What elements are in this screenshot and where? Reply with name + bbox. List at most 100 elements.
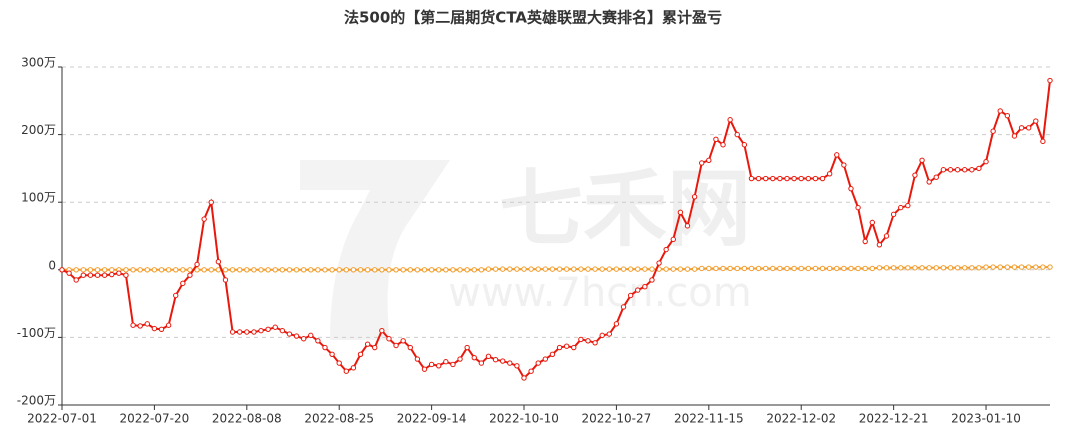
- data-point: [663, 266, 669, 272]
- data-point: [578, 336, 584, 343]
- data-point: [450, 361, 456, 368]
- data-point: [315, 338, 321, 344]
- data-point: [308, 267, 314, 273]
- data-point: [1033, 264, 1039, 270]
- data-point: [293, 267, 300, 273]
- data-point: [1025, 125, 1032, 131]
- data-point: [521, 266, 527, 272]
- data-point: [485, 266, 492, 272]
- data-point: [130, 322, 136, 328]
- data-point: [876, 242, 883, 248]
- data-point: [478, 360, 485, 366]
- data-point: [158, 267, 165, 273]
- data-point: [87, 272, 94, 278]
- data-point: [677, 266, 684, 272]
- x-tick-label: 2022-12-21: [859, 412, 929, 426]
- data-point: [116, 270, 122, 276]
- data-point: [372, 344, 378, 351]
- data-point: [1040, 264, 1046, 270]
- data-point: [898, 265, 904, 271]
- data-point: [130, 267, 136, 273]
- data-point: [258, 267, 264, 273]
- data-point: [940, 265, 947, 271]
- data-point: [329, 351, 335, 357]
- data-point: [357, 351, 364, 357]
- x-tick-label: 2022-12-02: [766, 412, 836, 426]
- data-point: [400, 267, 406, 273]
- data-point: [770, 265, 776, 272]
- data-point: [606, 331, 613, 337]
- data-point: [73, 267, 79, 273]
- data-point: [770, 175, 776, 182]
- data-point: [656, 260, 662, 266]
- data-point: [713, 265, 719, 272]
- data-point: [798, 265, 804, 272]
- data-point: [777, 175, 783, 182]
- data-point: [379, 327, 385, 334]
- data-point: [691, 266, 698, 272]
- data-point: [379, 267, 385, 273]
- data-point: [741, 265, 748, 272]
- y-tick-label: 300万: [21, 56, 56, 70]
- data-point: [798, 175, 804, 182]
- data-point: [322, 267, 328, 273]
- data-point: [436, 363, 442, 369]
- data-point: [464, 344, 470, 351]
- data-point: [414, 267, 421, 273]
- data-point: [819, 175, 826, 182]
- data-point: [109, 267, 115, 273]
- data-point: [741, 142, 748, 148]
- data-point: [165, 267, 172, 273]
- data-point: [1040, 138, 1046, 145]
- data-point: [251, 329, 257, 335]
- data-point: [101, 267, 108, 273]
- data-point: [329, 267, 335, 273]
- data-point: [706, 157, 712, 163]
- data-point: [876, 265, 883, 271]
- data-point: [485, 353, 492, 360]
- data-point: [635, 266, 641, 272]
- data-point: [272, 267, 278, 273]
- data-point: [841, 265, 847, 272]
- data-point: [528, 266, 534, 272]
- data-point: [272, 324, 278, 330]
- data-point: [898, 204, 904, 211]
- data-point: [528, 368, 534, 374]
- x-tick-label: 2022-09-14: [397, 412, 467, 426]
- data-point: [606, 266, 613, 272]
- data-point: [734, 131, 740, 138]
- data-point: [869, 265, 876, 272]
- chart-title: 法500的【第二届期货CTA英雄联盟大赛排名】累计盈亏: [344, 9, 722, 27]
- data-point: [613, 321, 620, 327]
- data-point: [670, 236, 676, 243]
- data-point: [848, 265, 854, 272]
- data-point: [670, 266, 676, 272]
- data-point: [976, 165, 982, 172]
- data-point: [236, 329, 243, 335]
- data-point: [265, 267, 271, 273]
- data-point: [1033, 118, 1039, 124]
- data-point: [450, 267, 456, 273]
- data-point: [684, 223, 691, 229]
- data-point: [841, 162, 847, 168]
- data-point: [478, 267, 485, 273]
- data-point: [336, 267, 342, 273]
- data-point: [912, 265, 918, 271]
- data-point: [755, 265, 762, 272]
- data-point: [826, 265, 833, 272]
- data-point: [727, 117, 733, 123]
- data-point: [1011, 264, 1018, 270]
- data-point: [457, 267, 463, 273]
- data-point: [471, 354, 477, 361]
- data-point: [300, 336, 307, 342]
- y-tick-label: 200万: [21, 123, 56, 137]
- data-point: [229, 267, 236, 273]
- data-point: [229, 329, 236, 335]
- data-point: [251, 267, 257, 273]
- data-point: [343, 267, 350, 273]
- data-point: [443, 267, 449, 273]
- data-point: [123, 267, 129, 273]
- data-point: [983, 264, 989, 270]
- data-point: [784, 265, 790, 272]
